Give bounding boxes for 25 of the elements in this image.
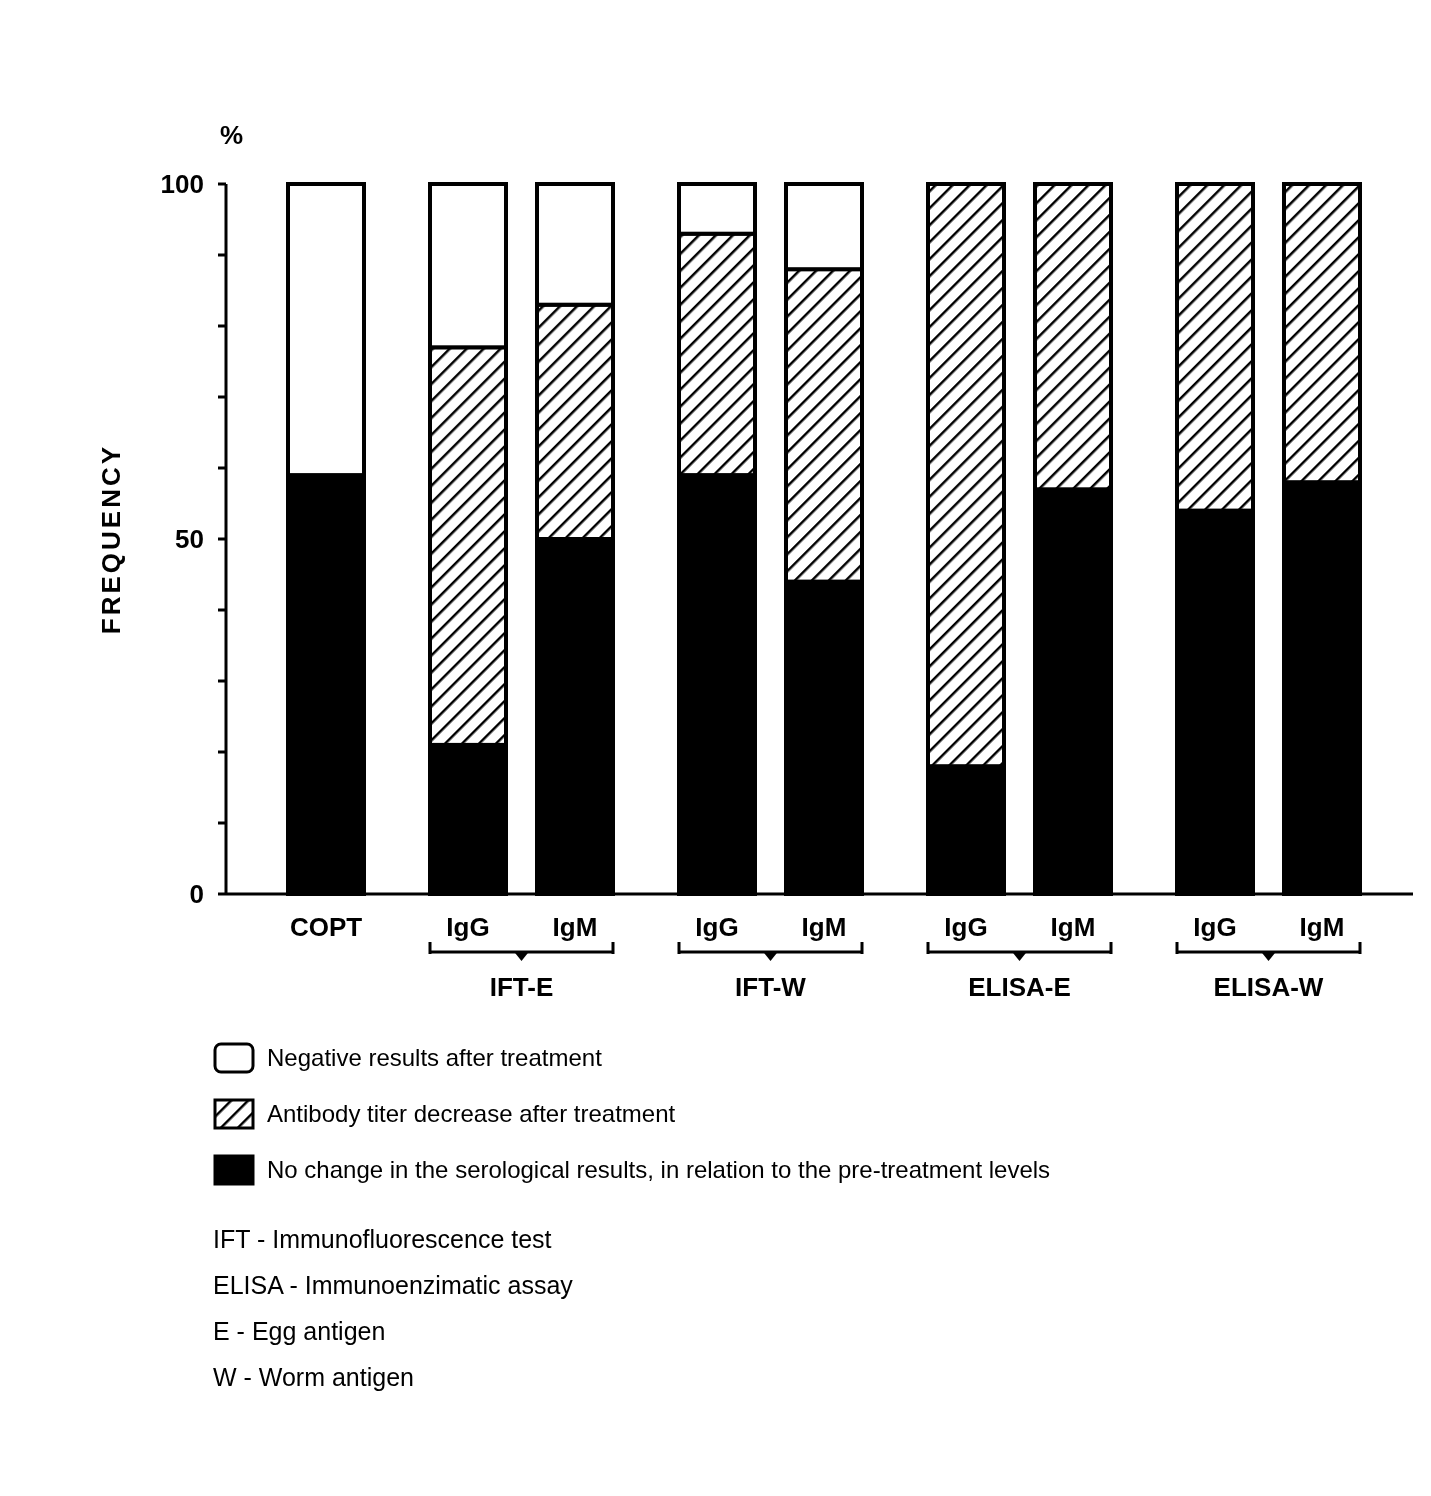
x-tick-label: IgG [1193,912,1237,942]
text: ELISA - Immunoenzimatic assay [213,1271,574,1299]
y-tick-label: 100 [160,169,204,200]
x-tick-label: IgG [446,912,490,942]
text: E - Egg antigen [213,1317,386,1345]
x-tick-label: COPT [289,912,363,942]
x-tick-label: IgM [552,912,598,942]
text: ELISA-W [1213,972,1324,1002]
legend-label: Antibody titer decrease after treatment [267,1100,676,1128]
x-tick-label: IgM [1050,912,1096,942]
x-tick-label: IgM [1299,912,1345,942]
y-tick-label: 0 [189,879,204,910]
x-tick-label: IgG [944,912,988,942]
legend-label: Negative results after treatment [267,1044,603,1072]
text: IFT-E [489,972,554,1002]
legend-label: No change in the serological results, in relation to the pre-treatment levels [267,1156,1051,1184]
text: ELISA-E [968,972,1071,1002]
text: % [220,120,244,150]
x-tick-label: IgM [801,912,847,942]
text: W - Worm antigen [213,1363,414,1391]
text: IFT - Immunofluorescence test [213,1225,552,1253]
text: IFT-W [735,972,807,1002]
y-axis-title: FREQUENCY [96,443,126,635]
y-tick-label: 50 [175,524,204,555]
x-tick-label: IgG [695,912,739,942]
